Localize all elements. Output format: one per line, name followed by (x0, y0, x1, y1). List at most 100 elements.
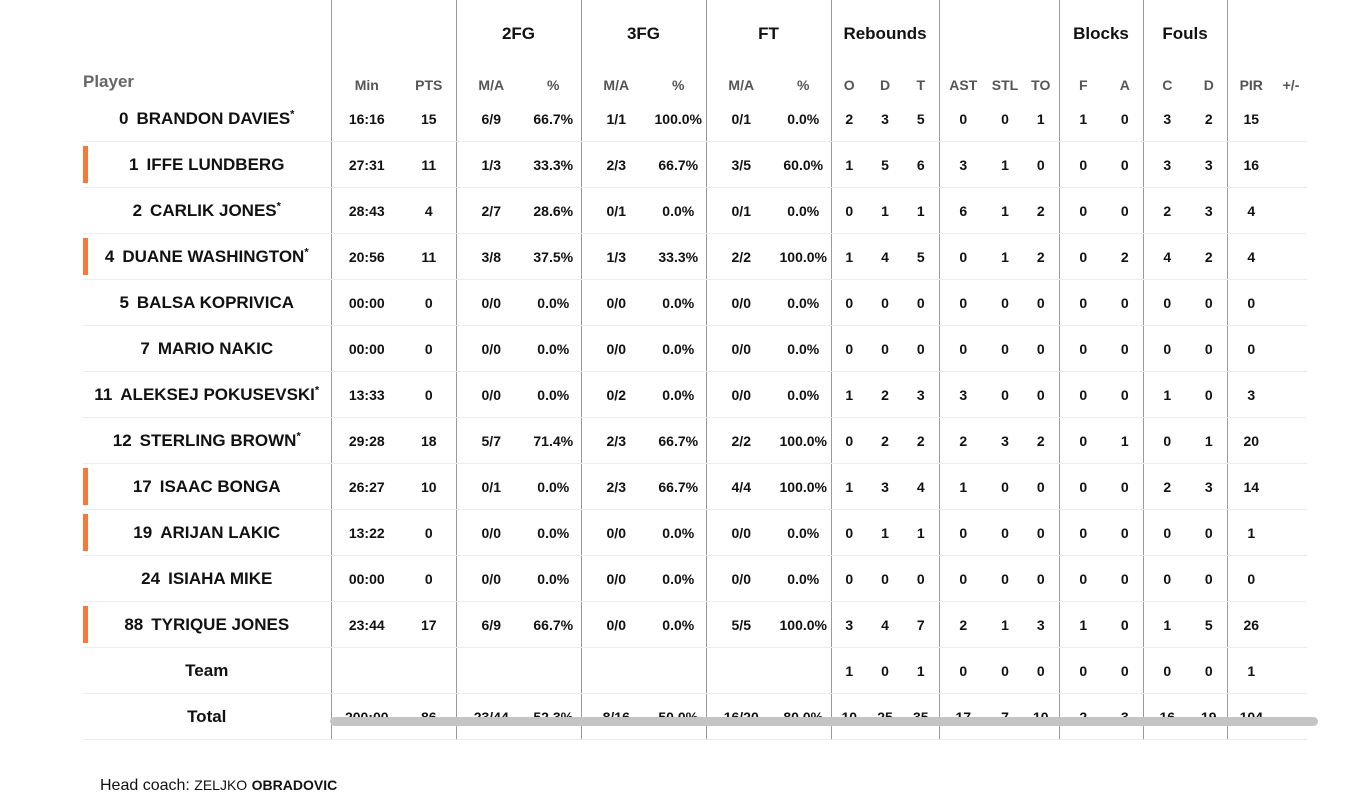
table-row: 12 STERLING BROWN* 29:28 18 5/7 71.4% 2/3 66.7%… (83, 417, 1307, 464)
stat-cell: 0 (987, 509, 1023, 556)
column-header-row: Min PTS M/A% M/A% M/A% O D T AST STL TO F A C D PIR +/- (83, 48, 1307, 96)
stat-cell (1275, 325, 1307, 372)
substitute-marker (83, 514, 88, 551)
table-row: 19 ARIJAN LAKIC 13:22 0 0/0 0.0% 0/0 0.0% 0/0 0.0… (83, 509, 1307, 556)
starter-asterisk-icon: * (314, 383, 320, 396)
column-header: % (672, 77, 685, 93)
stat-cell: 0 (1191, 279, 1227, 326)
stat-cell: 23:44 (330, 601, 402, 648)
stat-cell: 0 (1058, 187, 1107, 234)
stat-cell: 2 (1191, 96, 1227, 142)
stat-cell: 0 (867, 647, 903, 694)
stat-cell: 0 (1142, 647, 1191, 694)
player-number: 17 (132, 476, 152, 496)
player-first-name: ALEKSEJ (120, 384, 199, 404)
player-last-name: KOPRIVICA (199, 292, 295, 312)
table-row: 7 MARIO NAKIC 00:00 0 0/0 0.0% 0/0 0.0% 0/0 0.0% 0… (83, 325, 1307, 372)
stat-cell: 0 (938, 325, 987, 372)
player-first-name: DUANE (122, 246, 183, 266)
stat-cell: 17 (402, 601, 456, 648)
player-cell[interactable]: 24 ISIAHA MIKE (83, 555, 331, 602)
stat-cell: 0 (1226, 555, 1275, 602)
stat-cell (1275, 647, 1307, 694)
player-cell[interactable]: 17 ISAAC BONGA (83, 463, 331, 510)
stat-cell (651, 647, 706, 694)
stat-cell: 0 (1107, 601, 1143, 648)
stat-cell: 0 (402, 371, 456, 418)
stat-cell: 0 (1142, 279, 1191, 326)
player-number: 24 (141, 568, 161, 588)
stat-cell (1275, 371, 1307, 418)
stat-cell: 4 (903, 463, 939, 510)
stat-cell: 1 (1226, 509, 1275, 556)
stat-cell: 6/9 (455, 601, 526, 648)
player-cell[interactable]: 4 DUANE WASHINGTON* (83, 233, 331, 280)
stat-cell: 0.0% (526, 279, 581, 326)
player-cell[interactable]: 2 CARLIK JONES* (83, 187, 331, 234)
player-cell[interactable]: 12 STERLING BROWN* (83, 417, 331, 464)
stat-cell: 6 (903, 141, 939, 188)
stat-cell: 0 (938, 279, 987, 326)
stat-cell: 0 (1191, 509, 1227, 556)
table-row: 0 BRANDON DAVIES* 16:16 15 6/9 66.7% 1/1 100.0%… (83, 96, 1307, 142)
stat-cell: 0/0 (455, 509, 526, 556)
stat-cell: 0.0% (526, 371, 581, 418)
group-header: 3FG (580, 0, 706, 48)
stat-cell: 15 (1226, 96, 1275, 142)
player-cell[interactable]: 19 ARIJAN LAKIC (83, 509, 331, 556)
stat-cell (1275, 187, 1307, 234)
stat-cell: 0 (1226, 325, 1275, 372)
stat-cell: 0 (987, 463, 1023, 510)
stat-cell: 1 (830, 141, 867, 188)
player-first-name: ISIAHA (168, 568, 226, 588)
stat-cell: 0/0 (705, 279, 776, 326)
stat-cell: 86 (402, 693, 456, 740)
player-last-name: JONES (219, 200, 277, 220)
stat-cell: 0 (1058, 141, 1107, 188)
stat-cell: 3 (1226, 371, 1275, 418)
player-cell[interactable]: 88 TYRIQUE JONES (83, 601, 331, 648)
stat-cell: 66.7% (526, 96, 581, 142)
stat-cell: 1 (1142, 601, 1191, 648)
player-cell[interactable]: 1 IFFE LUNDBERG (83, 141, 331, 188)
stat-cell: 2 (1191, 233, 1227, 280)
stat-cell (1275, 96, 1307, 142)
stat-cell: 0 (402, 279, 456, 326)
stat-cell: 66.7% (526, 601, 581, 648)
horizontal-scrollbar[interactable] (330, 717, 1318, 726)
stat-cell: 0 (1107, 463, 1143, 510)
stat-cell: 0.0% (776, 509, 831, 556)
stat-cell: 1 (987, 601, 1023, 648)
stat-cell: 0 (1191, 555, 1227, 602)
substitute-marker (83, 606, 88, 643)
player-last-name: MIKE (229, 568, 273, 588)
stat-cell: 0/0 (580, 325, 651, 372)
table-row: 11 ALEKSEJ POKUSEVSKI* 13:33 0 0/0 0.0% 0/2 0.0… (83, 371, 1307, 418)
stat-cell: 4 (1226, 233, 1275, 280)
stat-cell: 0 (938, 555, 987, 602)
substitute-marker (83, 146, 88, 183)
column-header: TO (1031, 77, 1051, 93)
stat-cell: 0 (867, 279, 903, 326)
player-cell[interactable]: 11 ALEKSEJ POKUSEVSKI* (83, 371, 331, 418)
stat-cell: 5 (903, 96, 939, 142)
player-first-name: MARIO (157, 338, 215, 358)
column-header: M/A (455, 48, 526, 96)
column-header: M/A (580, 48, 651, 96)
stat-cell: 25 (867, 693, 903, 740)
stat-cell: 0 (1023, 647, 1059, 694)
stat-cell: 0 (1058, 647, 1107, 694)
stat-cell: 2 (1142, 187, 1191, 234)
player-cell[interactable]: 5 BALSA KOPRIVICA (83, 279, 331, 326)
player-cell[interactable]: 0 BRANDON DAVIES* (83, 96, 331, 142)
group-header: Rebounds (830, 0, 939, 48)
stat-cell: 1 (1107, 417, 1143, 464)
stat-cell: 3 (1142, 141, 1191, 188)
stat-cell: 1 (867, 187, 903, 234)
stat-cell: 0 (938, 647, 987, 694)
stat-cell: 2 (903, 417, 939, 464)
stat-cell: 0.0% (651, 279, 706, 326)
player-cell[interactable]: 7 MARIO NAKIC (83, 325, 331, 372)
stat-cell: 3 (830, 601, 867, 648)
stat-cell: 0.0% (651, 371, 706, 418)
